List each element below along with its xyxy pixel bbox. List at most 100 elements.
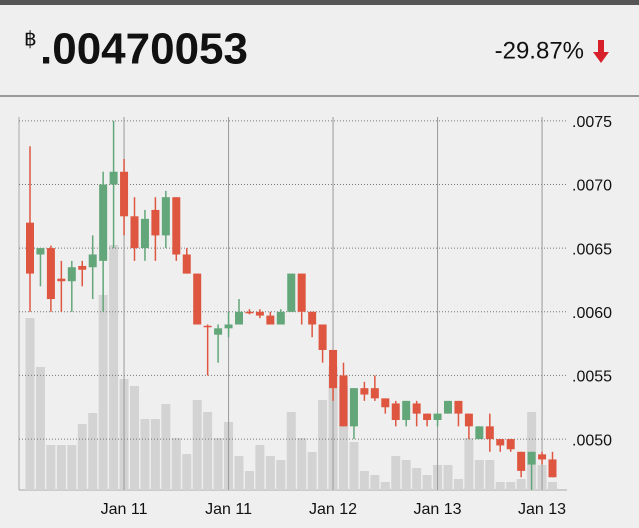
volume-bar [339,386,348,490]
volume-bar [109,245,119,490]
x-tick-label: Jan 11 [205,501,252,518]
volume-bar [192,400,202,490]
candle-body [329,349,338,389]
candle-body [548,459,557,478]
volume-bar [359,471,369,490]
candle-body [67,267,76,282]
volume-bar [548,482,557,490]
volume-bar [35,367,45,490]
candle-body [370,388,379,399]
volume-bar [349,442,359,490]
candle-body [506,439,515,450]
volume-bar [171,438,181,490]
candle-body [444,400,452,414]
volume-bar [67,445,77,490]
x-tick-label: Jan 13 [518,501,566,518]
y-tick-label: .0075 [572,114,612,131]
candle-body [517,451,526,471]
y-tick-label: .0070 [572,178,612,195]
volume-bar [203,412,213,490]
candle-body [109,171,118,185]
candle-body [276,311,285,325]
candle-body [172,197,181,255]
volume-bar [213,438,223,490]
candle-body [161,197,170,236]
candle-body [36,248,45,255]
candle-body [120,171,129,217]
candle-body [318,324,327,350]
volume-bar [453,479,463,490]
volume-bar [443,465,453,490]
candle-body [475,426,484,440]
top-bar [0,0,639,5]
volume-bar [380,482,390,490]
candle-body [423,413,432,420]
volume-bar [130,386,139,490]
candle-body [57,278,66,282]
candle-body [255,311,264,316]
candle-body [88,254,97,268]
candle-body [140,218,149,249]
volume-bar [140,419,150,490]
x-tick-label: Jan 12 [309,501,357,518]
volume-bar [286,412,296,490]
candle-body [203,325,212,328]
candle-body [308,311,317,325]
candle-body [360,388,369,395]
volume-bar [464,438,474,490]
volume-bar [506,482,516,490]
candle-body [266,315,275,325]
y-tick-label: .0050 [572,432,612,449]
volume-bar [307,452,317,490]
volume-bar [244,471,254,490]
candle-body [78,265,87,270]
volume-bar [77,424,87,490]
candle-body [130,216,139,249]
volume-bar [391,456,401,490]
candle-body [464,413,473,427]
volume-bar [150,419,160,490]
volume-bar [495,482,505,490]
candle-body [527,451,536,465]
volume-bar [182,454,192,490]
x-tick-label: Jan 13 [414,501,462,518]
candle-body [224,324,233,329]
candle-body [339,375,348,427]
volume-bar [98,295,108,490]
candle-body [297,273,306,312]
volume-bar [422,475,432,490]
candle-body [391,403,400,420]
candle-body [454,400,463,414]
volume-bar [297,438,307,490]
volume-bar [485,460,495,490]
candle-body [496,439,505,446]
candle-body [538,454,547,460]
candle-body [433,413,442,420]
candle-body [287,273,296,312]
y-tick-label: .0055 [572,369,612,386]
volume-bar [265,456,275,490]
x-tick-label: Jan 11 [101,501,148,518]
volume-bar [401,460,411,490]
volume-bar [370,475,380,490]
price: .00470053 [40,25,248,74]
volume-bar [25,318,35,490]
candle-body [26,222,34,274]
candle-body [485,426,494,440]
volume-bar [161,404,171,490]
volume-bar [516,479,526,490]
candle-body [182,254,191,274]
volume-bar [412,468,422,490]
candle-body [412,403,421,414]
volume-bar [234,456,244,490]
volume-bar [88,413,98,490]
volume-bar [56,445,66,490]
down-arrow [593,40,609,63]
candle-body [349,388,358,427]
y-tick-label: .0065 [572,241,612,258]
candle-body [402,400,411,420]
change: -29.87% [495,37,584,64]
candle-body [193,273,202,325]
